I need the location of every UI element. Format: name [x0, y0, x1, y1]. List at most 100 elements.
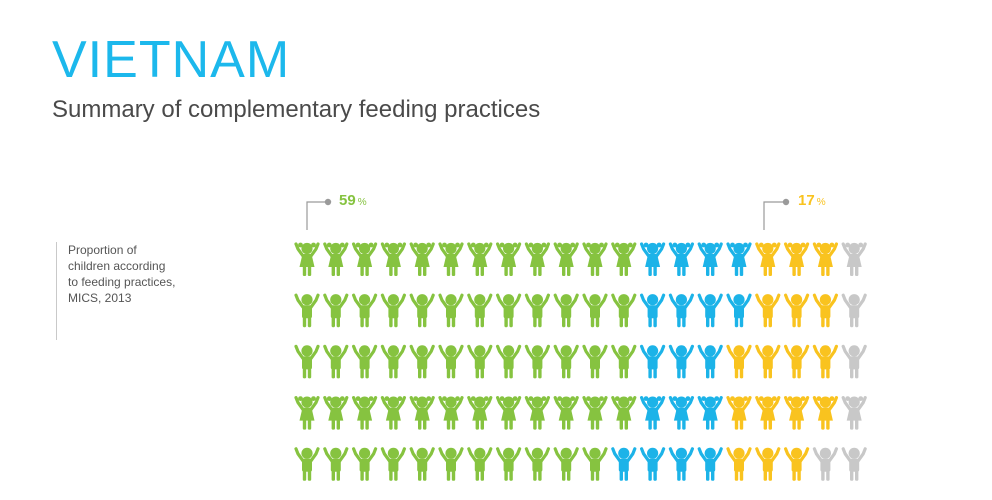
- callout-yellow-leader: [763, 198, 790, 230]
- page-title: VIETNAM: [52, 31, 291, 89]
- child-icon: [755, 447, 781, 481]
- child-icon: [524, 447, 550, 481]
- child-icon: [524, 396, 550, 430]
- child-icon: [726, 396, 752, 430]
- child-icon: [668, 242, 694, 276]
- child-icon: [496, 396, 522, 430]
- child-icon: [640, 396, 666, 430]
- child-icon: [496, 242, 522, 276]
- child-icon: [380, 344, 406, 379]
- child-icon: [294, 447, 320, 481]
- child-icon: [697, 396, 723, 430]
- child-icon: [438, 293, 464, 328]
- child-icon: [697, 293, 723, 328]
- child-icon: [438, 447, 464, 481]
- child-icon: [812, 447, 838, 481]
- child-icon: [582, 242, 608, 276]
- child-icon: [726, 447, 752, 481]
- child-icon: [611, 396, 637, 430]
- child-icon: [755, 293, 781, 328]
- child-icon: [841, 447, 867, 481]
- child-icon: [323, 447, 349, 481]
- child-icon: [582, 344, 608, 379]
- child-icon: [438, 344, 464, 379]
- child-icon: [726, 293, 752, 328]
- child-icon: [409, 447, 435, 481]
- child-icon: [467, 344, 493, 379]
- child-icon: [323, 396, 349, 430]
- child-icon: [496, 293, 522, 328]
- child-icon: [467, 396, 493, 430]
- child-icon: [380, 242, 406, 276]
- child-icon: [438, 396, 464, 430]
- child-icon: [668, 447, 694, 481]
- child-icon: [438, 242, 464, 276]
- child-icon: [640, 344, 666, 379]
- callout-green-label: 59%: [339, 192, 367, 209]
- child-icon: [784, 293, 810, 328]
- child-icon: [323, 242, 349, 276]
- child-icon: [726, 242, 752, 276]
- child-icon: [352, 293, 378, 328]
- child-icon: [841, 396, 867, 430]
- child-icon: [352, 344, 378, 379]
- child-icon: [294, 344, 320, 379]
- child-icon: [294, 396, 320, 430]
- child-icon: [553, 242, 579, 276]
- child-icon: [294, 293, 320, 328]
- child-icon: [380, 447, 406, 481]
- child-icon: [668, 344, 694, 379]
- child-icon: [409, 344, 435, 379]
- child-icon: [524, 293, 550, 328]
- child-icon: [380, 293, 406, 328]
- child-icon: [553, 344, 579, 379]
- child-icon: [697, 344, 723, 379]
- child-icon: [467, 293, 493, 328]
- child-icon: [467, 447, 493, 481]
- child-icon: [668, 396, 694, 430]
- chart-note: Proportion of children according to feed…: [56, 242, 218, 340]
- child-icon: [640, 242, 666, 276]
- child-icon: [841, 242, 867, 276]
- child-icon: [755, 242, 781, 276]
- child-icon: [409, 396, 435, 430]
- child-icon: [553, 293, 579, 328]
- note-line: MICS, 2013: [68, 291, 132, 305]
- child-icon: [784, 396, 810, 430]
- child-icon: [812, 242, 838, 276]
- child-icon: [784, 242, 810, 276]
- child-icon: [640, 447, 666, 481]
- child-icon: [294, 242, 320, 276]
- child-icon: [409, 293, 435, 328]
- child-icon: [726, 344, 752, 379]
- child-icon: [755, 344, 781, 379]
- child-icon: [582, 447, 608, 481]
- callout-green-unit: %: [357, 197, 367, 208]
- note-line: Proportion of: [68, 243, 137, 257]
- child-icon: [323, 344, 349, 379]
- child-icon: [841, 344, 867, 379]
- page-subtitle: Summary of complementary feeding practic…: [52, 96, 541, 123]
- child-icon: [582, 293, 608, 328]
- callout-yellow-label: 17%: [798, 192, 826, 209]
- child-icon: [611, 293, 637, 328]
- child-icon: [611, 242, 637, 276]
- note-line: children according: [68, 259, 166, 273]
- child-icon: [784, 344, 810, 379]
- callout-yellow-unit: %: [816, 197, 826, 208]
- child-icon: [784, 447, 810, 481]
- callout-yellow-value: 17: [798, 192, 815, 209]
- child-icon: [496, 447, 522, 481]
- child-icon: [697, 447, 723, 481]
- child-icon: [352, 447, 378, 481]
- child-icon: [640, 293, 666, 328]
- child-icon: [812, 344, 838, 379]
- child-icon: [611, 344, 637, 379]
- child-icon: [812, 293, 838, 328]
- callout-green-leader: [306, 198, 332, 230]
- child-icon: [812, 396, 838, 430]
- child-icon: [553, 447, 579, 481]
- callout-green-value: 59: [339, 192, 356, 209]
- child-icon: [841, 293, 867, 328]
